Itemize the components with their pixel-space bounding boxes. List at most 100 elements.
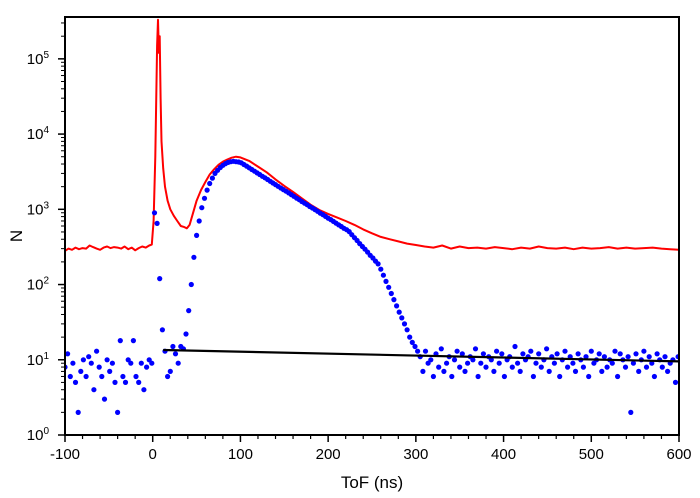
data-point xyxy=(128,360,134,366)
data-point xyxy=(604,364,610,370)
data-point xyxy=(186,308,192,314)
data-point xyxy=(454,348,460,354)
data-point xyxy=(138,360,144,366)
data-point xyxy=(420,368,426,374)
data-point xyxy=(457,364,463,370)
data-point xyxy=(494,348,500,354)
data-point xyxy=(391,297,397,303)
blue-points-series xyxy=(65,158,679,415)
data-point xyxy=(409,339,415,345)
data-point xyxy=(101,396,108,402)
data-point xyxy=(643,364,650,370)
data-point xyxy=(499,351,505,357)
data-point xyxy=(617,351,623,357)
x-tick-label: 600 xyxy=(666,446,691,463)
data-point xyxy=(407,334,413,340)
data-point xyxy=(628,409,634,415)
data-point xyxy=(438,346,444,352)
data-point xyxy=(207,180,213,187)
data-point xyxy=(517,368,523,374)
data-point xyxy=(572,368,579,374)
data-point xyxy=(151,210,158,216)
data-point xyxy=(459,351,465,357)
data-point xyxy=(394,303,400,309)
data-point xyxy=(488,357,494,363)
data-point xyxy=(199,205,205,211)
data-point xyxy=(72,379,79,385)
x-tick-label: 0 xyxy=(149,446,157,463)
data-point xyxy=(483,364,489,370)
data-point xyxy=(612,348,618,354)
data-point xyxy=(399,315,405,321)
data-point xyxy=(104,357,110,363)
data-point xyxy=(67,373,73,380)
x-tick-label: 100 xyxy=(228,446,253,463)
data-point xyxy=(183,331,189,337)
x-tick-label: -100 xyxy=(50,446,80,463)
data-point xyxy=(586,373,592,380)
axes: -100 0 100 200 300 400 500 600 100 101 102 103 104 10… xyxy=(27,16,692,463)
data-point xyxy=(96,364,102,370)
data-point xyxy=(75,409,81,415)
data-point xyxy=(659,364,665,370)
data-point xyxy=(625,354,631,360)
data-point xyxy=(554,351,560,357)
data-point xyxy=(130,338,136,344)
data-point xyxy=(501,373,507,380)
data-point xyxy=(436,364,442,370)
data-point xyxy=(662,354,668,360)
data-point xyxy=(91,387,97,393)
data-point xyxy=(401,321,408,327)
data-point xyxy=(596,351,602,357)
data-point xyxy=(204,187,210,193)
data-point xyxy=(80,357,86,363)
x-tick-label: 200 xyxy=(316,446,341,463)
data-point xyxy=(641,348,647,354)
data-point xyxy=(665,368,671,374)
data-point xyxy=(415,348,421,354)
data-point xyxy=(112,379,118,385)
data-point xyxy=(530,373,537,380)
data-point xyxy=(194,232,200,238)
data-point xyxy=(386,284,392,290)
data-point xyxy=(149,360,155,366)
data-point xyxy=(533,360,539,366)
data-point xyxy=(120,373,126,380)
y-tick-label: 104 xyxy=(27,125,50,143)
data-point xyxy=(404,327,410,333)
data-point xyxy=(388,290,394,297)
data-point xyxy=(570,360,576,366)
y-axis-label: N xyxy=(7,230,26,242)
data-point xyxy=(188,281,194,288)
data-point xyxy=(491,368,497,374)
data-point xyxy=(528,348,534,354)
data-point xyxy=(65,351,71,357)
data-point xyxy=(165,373,171,380)
data-point xyxy=(509,364,515,370)
data-point xyxy=(646,354,652,360)
y-tick-label: 100 xyxy=(27,426,50,444)
x-tick-label: 300 xyxy=(403,446,428,463)
black-fit-line-series xyxy=(163,348,679,363)
y-tick-label: 103 xyxy=(27,200,50,218)
data-point xyxy=(449,373,455,380)
data-point xyxy=(167,368,173,374)
data-point xyxy=(196,218,202,224)
data-point xyxy=(565,364,571,370)
x-axis-label: ToF (ns) xyxy=(341,473,403,492)
x-tick-label: 400 xyxy=(491,446,516,463)
data-point xyxy=(133,373,139,380)
data-point xyxy=(622,364,629,370)
y-tick-label: 105 xyxy=(27,50,50,68)
data-point xyxy=(117,338,123,344)
red-line-series xyxy=(65,18,679,252)
data-point xyxy=(422,348,429,354)
data-point xyxy=(78,368,84,374)
data-point xyxy=(99,373,105,380)
x-tick-label: 500 xyxy=(579,446,604,463)
data-point xyxy=(562,348,568,354)
data-point xyxy=(580,364,587,370)
data-point xyxy=(480,351,486,357)
data-point xyxy=(672,379,679,385)
